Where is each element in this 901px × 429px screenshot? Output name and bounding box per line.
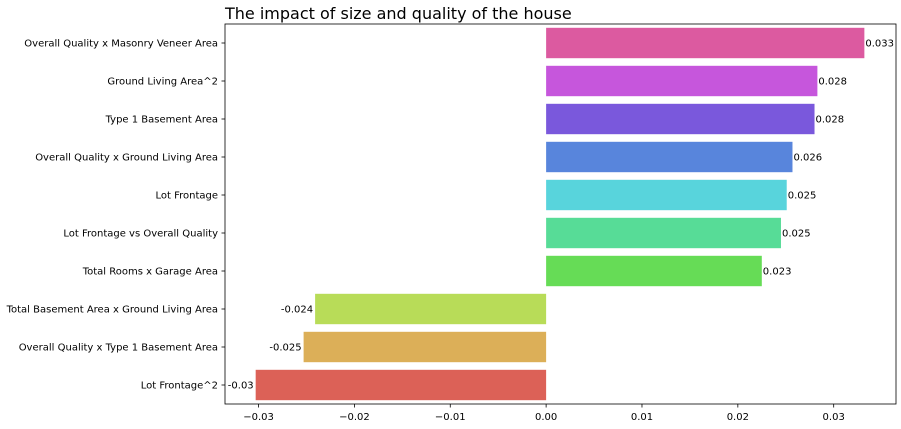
data-label: 0.028 (816, 115, 845, 126)
x-tick-label: −0.02 (339, 412, 370, 423)
chart-title: The impact of size and quality of the ho… (224, 4, 572, 23)
y-tick-label: Lot Frontage^2 (141, 381, 218, 392)
data-label: 0.025 (788, 191, 817, 202)
y-tick-label: Overall Quality x Ground Living Area (35, 153, 218, 164)
data-labels-group: 0.033 0.028 0.028 0.026 0.025 0.025 0.023 -0.02… (228, 39, 894, 392)
bar (303, 331, 547, 363)
data-label: -0.025 (269, 343, 301, 354)
x-tick-label: 0.01 (631, 412, 653, 423)
x-axis: −0.03 −0.02 −0.01 0.00 0.01 0.02 0.03 (243, 404, 845, 423)
x-tick-label: 0.03 (823, 412, 845, 423)
bar (546, 255, 762, 287)
y-tick-label: Overall Quality x Type 1 Basement Area (19, 343, 218, 354)
bar (546, 103, 815, 135)
x-tick-label: 0.02 (727, 412, 749, 423)
bar (315, 293, 547, 325)
data-label: -0.024 (281, 305, 313, 316)
plot-frame (224, 23, 897, 405)
x-tick-label: −0.01 (435, 412, 466, 423)
y-tick-label: Total Basement Area x Ground Living Area (6, 305, 218, 316)
data-label: 0.028 (818, 77, 847, 88)
bar (546, 65, 818, 97)
y-tick-label: Lot Frontage (155, 191, 218, 202)
y-tick-label: Total Rooms x Garage Area (82, 267, 218, 278)
data-label: -0.03 (228, 381, 254, 392)
data-label: 0.026 (793, 153, 822, 164)
x-tick-label: 0.00 (535, 412, 557, 423)
data-label: 0.033 (865, 39, 894, 50)
bar (546, 179, 787, 211)
y-tick-label: Type 1 Basement Area (105, 115, 218, 126)
bar (546, 217, 781, 249)
bar (255, 369, 547, 401)
y-tick-label: Lot Frontage vs Overall Quality (63, 229, 218, 240)
bars-group (255, 27, 865, 401)
category-labels-group: Overall Quality x Masonry Veneer Area Gro… (6, 39, 225, 392)
data-label: 0.025 (782, 229, 811, 240)
bar (546, 27, 865, 59)
bar (546, 141, 793, 173)
data-label: 0.023 (763, 267, 792, 278)
y-tick-label: Overall Quality x Masonry Veneer Area (24, 39, 218, 50)
x-tick-label: −0.03 (243, 412, 274, 423)
y-tick-label: Ground Living Area^2 (107, 77, 218, 88)
